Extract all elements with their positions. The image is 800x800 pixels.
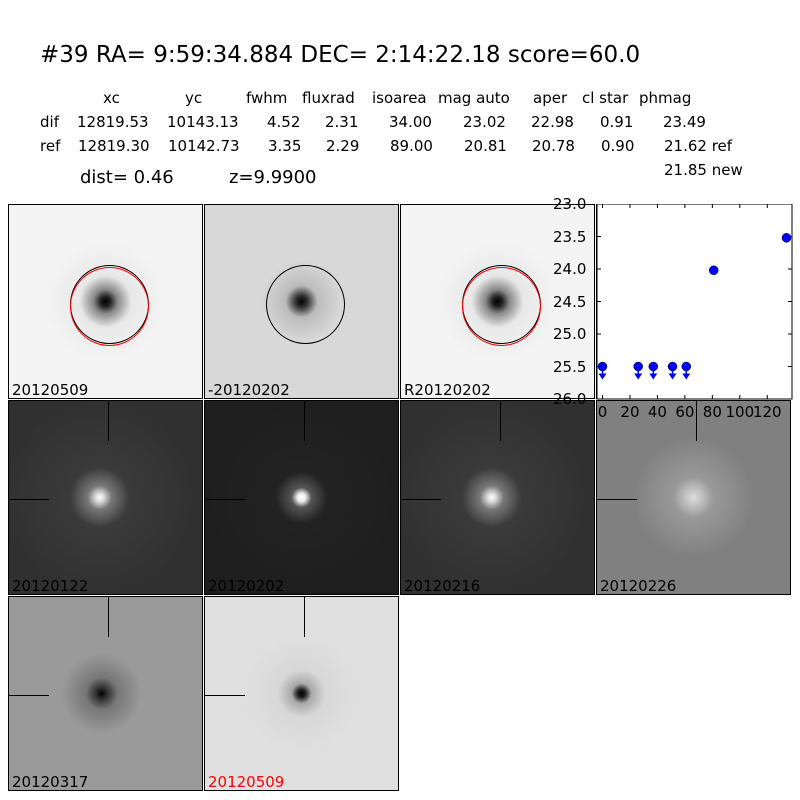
image-stamp: 20120509 (8, 204, 203, 399)
table-cell: 2.31 (325, 113, 359, 131)
table-cell: 89.00 (390, 137, 433, 155)
table-cell: 20.81 (464, 137, 507, 155)
crosshair-vertical (108, 597, 109, 637)
image-stamp: 20120216 (400, 400, 595, 595)
z-value: z=9.9900 (229, 167, 317, 188)
data-point (597, 361, 608, 372)
y-tick-label: 23.5 (553, 227, 587, 246)
stamp-label: R20120202 (404, 381, 491, 399)
data-point (781, 233, 792, 243)
crosshair-vertical (304, 597, 305, 637)
column-header: fluxrad (302, 89, 355, 107)
table-cell: 3.35 (268, 137, 302, 155)
upper-limit-arrow (682, 373, 691, 380)
crosshair-horizontal (597, 499, 637, 500)
upper-limit-arrow (668, 373, 677, 380)
table-cell: 0.90 (601, 137, 635, 155)
table-cell: 10142.73 (168, 137, 240, 155)
stamp-label: 20120509 (12, 381, 89, 399)
stamp-label: 20120122 (12, 577, 89, 595)
data-point (667, 361, 678, 372)
plot-area (596, 204, 793, 400)
table-cell: 21.62 ref (664, 137, 733, 155)
column-header: fwhm (246, 89, 288, 107)
image-stamp: R20120202 (400, 204, 595, 399)
table-cell: 20.78 (532, 137, 575, 155)
stamp-label: 20120202 (208, 577, 285, 595)
aperture-circle-red (70, 267, 149, 346)
image-stamp: 20120317 (8, 596, 203, 791)
y-tick-label: 24.0 (553, 260, 587, 278)
x-tick-label: 60 (675, 403, 694, 421)
image-stamp: 20120509 (204, 596, 399, 791)
table-cell: 4.52 (267, 113, 301, 131)
table-cell: 12819.30 (78, 137, 150, 155)
crosshair-horizontal (401, 499, 441, 500)
upper-limit-arrow (598, 373, 607, 380)
x-tick-label: 100 (725, 403, 754, 421)
aperture-circle-red (462, 267, 541, 346)
y-tick-label: 24.5 (553, 292, 587, 311)
image-stamp: 20120122 (8, 400, 203, 595)
column-header: xc (103, 89, 120, 107)
row-label: dif (40, 113, 59, 131)
table-cell: 23.49 (663, 113, 706, 131)
crosshair-horizontal (9, 499, 49, 500)
x-tick-label: 20 (620, 403, 639, 421)
image-stamp: -20120202 (204, 204, 399, 399)
data-point (708, 265, 719, 276)
table-cell: 23.02 (463, 113, 506, 131)
upper-limit-arrow (649, 373, 658, 380)
aperture-circle (266, 265, 345, 344)
table-cell: 34.00 (389, 113, 432, 131)
stamp-label: 20120317 (12, 773, 89, 791)
x-tick-label: 0 (598, 403, 608, 421)
y-tick-label: 26.0 (553, 390, 587, 408)
crosshair-vertical (696, 401, 697, 441)
table-cell: 22.98 (531, 113, 574, 131)
data-point (681, 361, 692, 372)
column-header: phmag (639, 89, 692, 107)
image-stamp: 20120202 (204, 400, 399, 595)
stamp-label: 20120509 (208, 773, 285, 791)
phmag-new: 21.85 new (664, 161, 743, 179)
y-tick-label: 25.5 (553, 357, 587, 376)
crosshair-horizontal (205, 695, 245, 696)
table-cell: 12819.53 (77, 113, 149, 131)
crosshair-horizontal (205, 499, 245, 500)
upper-limit-arrow (634, 373, 643, 380)
crosshair-vertical (304, 401, 305, 441)
image-stamp: 20120226 (596, 400, 791, 595)
stamp-label: 20120226 (600, 577, 677, 595)
crosshair-horizontal (9, 695, 49, 696)
y-tick-label: 25.0 (553, 325, 587, 343)
data-point (633, 361, 643, 372)
crosshair-vertical (108, 401, 109, 441)
column-header: yc (185, 89, 203, 107)
table-cell: 0.91 (600, 113, 634, 131)
column-header: mag auto (438, 89, 510, 107)
dist-value: dist= 0.46 (80, 167, 174, 188)
crosshair-vertical (500, 401, 501, 441)
y-tick-label: 23.0 (553, 195, 587, 213)
table-cell: 10143.13 (167, 113, 239, 131)
column-header: aper (533, 89, 568, 107)
candidate-title: #39 RA= 9:59:34.884 DEC= 2:14:22.18 scor… (40, 42, 641, 68)
table-cell: 2.29 (326, 137, 360, 155)
stamp-label: 20120216 (404, 577, 481, 595)
x-tick-label: 120 (753, 403, 782, 421)
x-tick-label: 40 (648, 403, 667, 421)
x-tick-label: 80 (703, 403, 722, 421)
row-label: ref (40, 137, 61, 155)
column-header: cl star (582, 89, 629, 107)
data-point (648, 361, 659, 372)
stamp-label: -20120202 (208, 381, 290, 399)
column-header: isoarea (372, 89, 427, 107)
